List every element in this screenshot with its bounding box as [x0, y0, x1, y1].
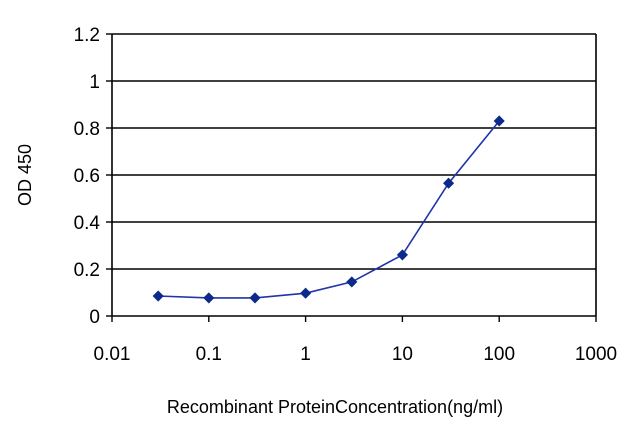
x-axis-ticks: 0.01 0.1 1 10 100 1000: [94, 316, 617, 365]
x-tick-label: 10: [392, 344, 413, 365]
series-line: [158, 120, 500, 299]
x-tick-label: 1: [300, 344, 311, 365]
data-markers: [152, 115, 505, 304]
y-tick-label: 1: [89, 72, 100, 93]
y-axis-title: OD 450: [15, 144, 35, 206]
x-axis-title: Recombinant ProteinConcentration(ng/ml): [167, 397, 503, 417]
data-point-marker: [493, 115, 505, 127]
y-axis-ticks: 0 0.2 0.4 0.6 0.8 1 1.2: [74, 25, 112, 328]
x-tick-label: 0.1: [196, 344, 222, 365]
data-point-marker: [300, 287, 312, 299]
series-layer: [158, 120, 500, 299]
x-tick-label: 0.01: [94, 344, 131, 365]
data-point-marker: [249, 292, 261, 304]
data-point-marker: [203, 292, 215, 304]
gridlines: [112, 33, 596, 270]
data-point-marker: [396, 249, 408, 261]
x-tick-label: 100: [483, 344, 515, 365]
data-point-marker: [443, 177, 455, 189]
y-tick-label: 0.8: [74, 119, 100, 140]
y-tick-label: 0: [89, 307, 100, 328]
y-tick-label: 0.6: [74, 166, 100, 187]
y-tick-label: 0.4: [74, 213, 101, 234]
y-tick-label: 0.2: [74, 260, 100, 281]
x-tick-label: 1000: [575, 344, 617, 365]
data-point-marker: [152, 290, 164, 302]
y-tick-label: 1.2: [74, 25, 100, 46]
data-point-marker: [346, 276, 358, 288]
